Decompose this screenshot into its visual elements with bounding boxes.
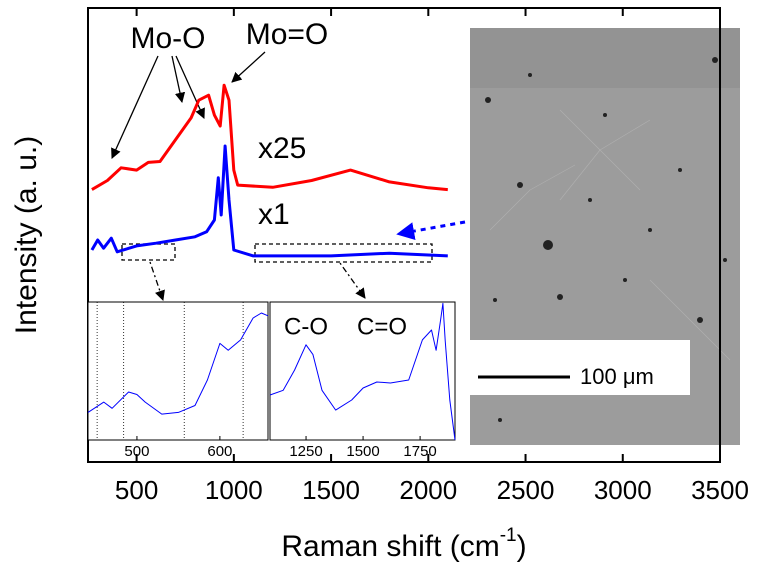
annotation: C=O <box>357 313 407 340</box>
x-tick-label: 1000 <box>205 475 263 505</box>
x-tick-label: 3500 <box>691 475 749 505</box>
micrograph: 100 μm <box>470 28 740 445</box>
x-tick-label: 600 <box>207 443 232 460</box>
plot-frame <box>87 7 721 463</box>
scale-bar-label: 100 μm <box>580 364 654 389</box>
spectrum-line <box>269 302 456 441</box>
x-tick-label: 500 <box>115 475 158 505</box>
x-tick-label: 500 <box>124 443 149 460</box>
annotation: Mo=O <box>246 18 329 51</box>
x-tick-label: 1250 <box>289 443 322 460</box>
x-tick-label: 2000 <box>399 475 457 505</box>
x-tick-label: 1750 <box>403 443 436 460</box>
spectrum-line <box>87 312 269 415</box>
x-tick-label: 1500 <box>302 475 360 505</box>
series-label: x1 <box>258 198 290 231</box>
x-axis-label: Raman shift (cm-1) <box>281 525 526 563</box>
plot-frame <box>87 301 269 441</box>
spectrum-line <box>90 144 448 258</box>
annotation: Mo-O <box>131 22 206 55</box>
annotation: C-O <box>284 313 328 340</box>
x-tick-label: 2500 <box>497 475 555 505</box>
spectrum-line <box>91 83 448 192</box>
plot-frame <box>269 301 456 441</box>
x-tick-label: 1500 <box>346 443 379 460</box>
x-tick-label: 3000 <box>594 475 652 505</box>
series-label: x25 <box>258 132 306 165</box>
y-axis-label: Intensity (a. u.) <box>10 136 43 334</box>
